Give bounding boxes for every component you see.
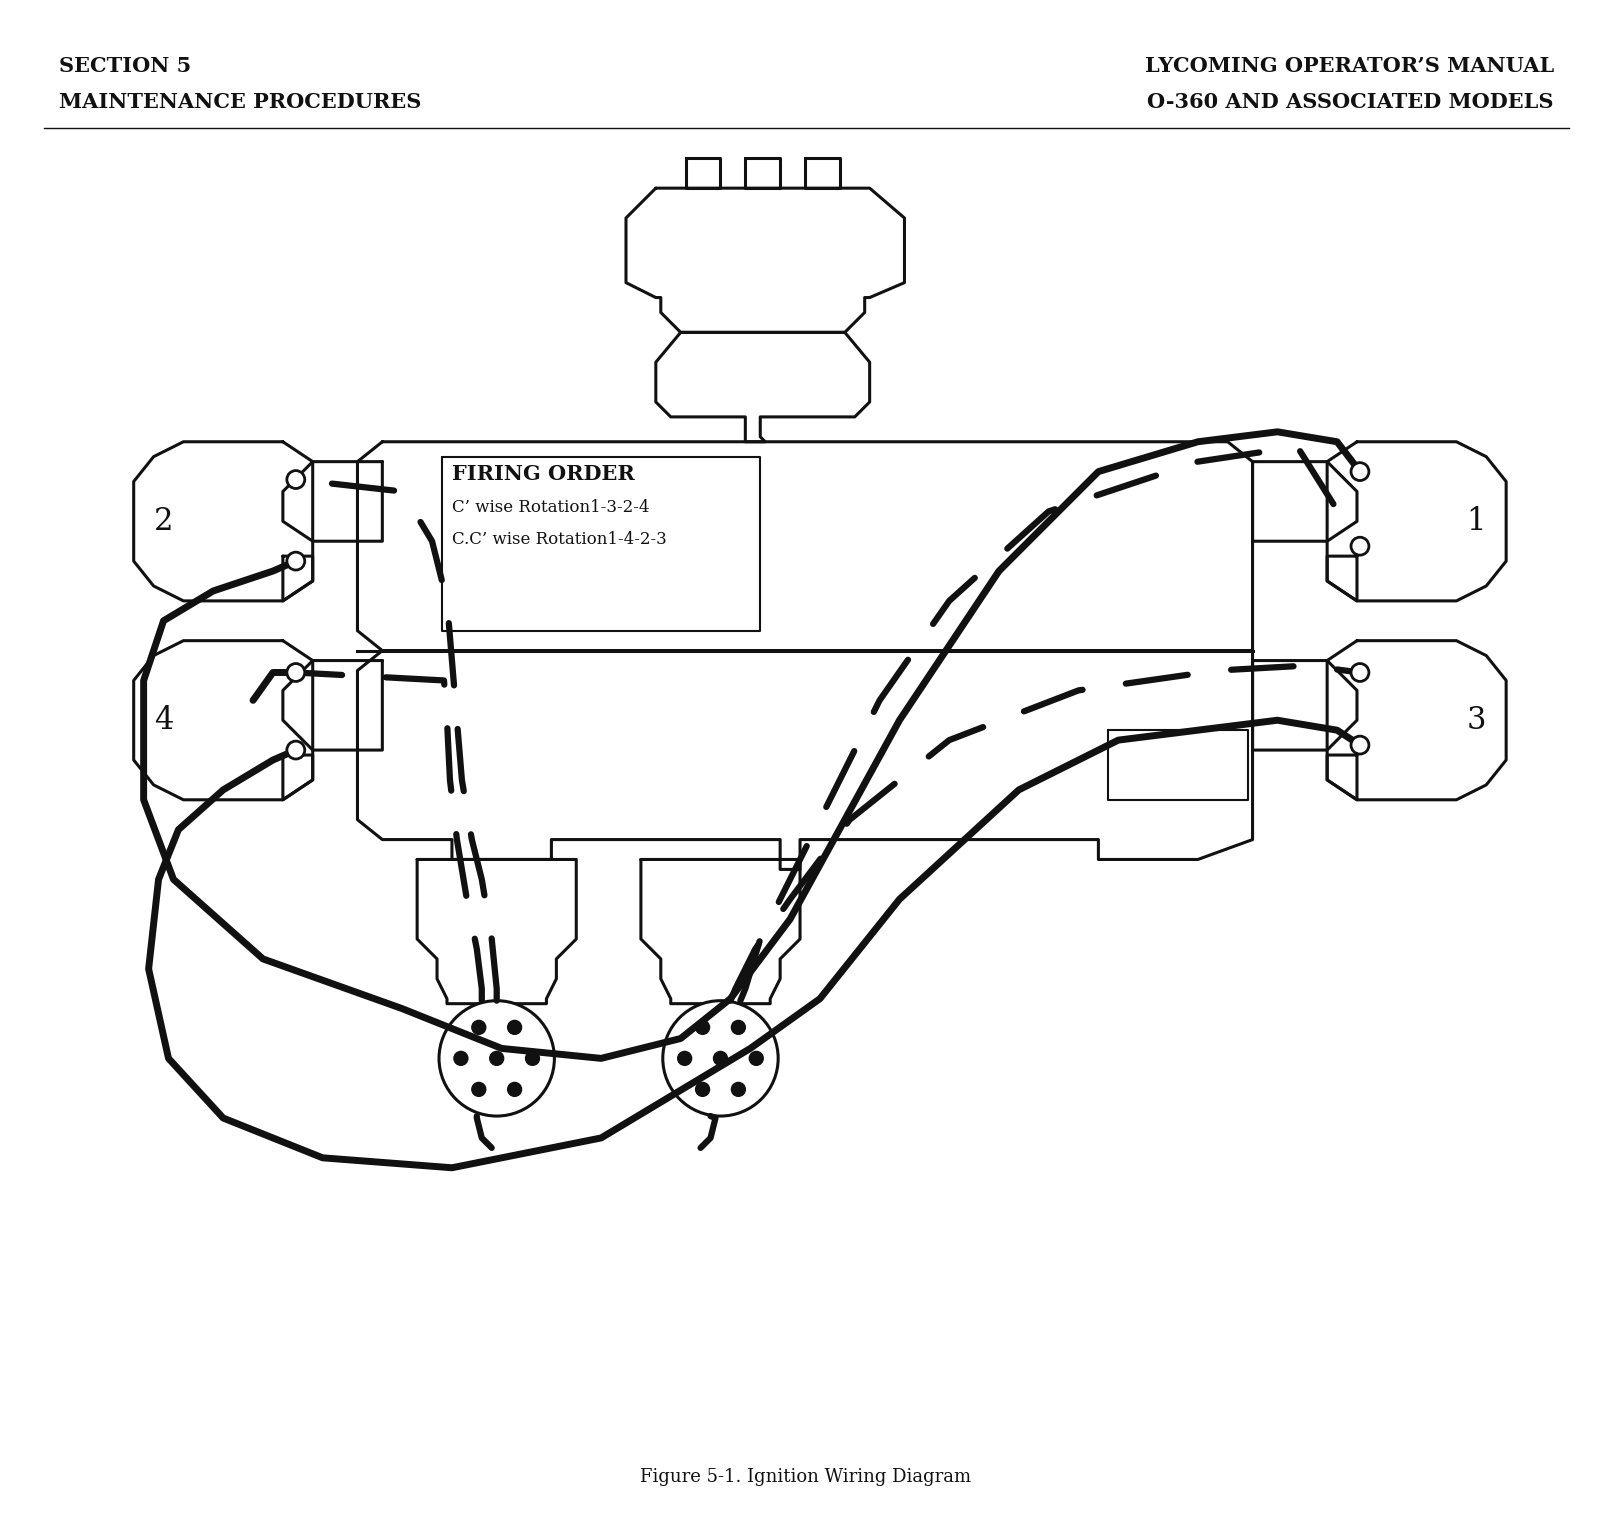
Text: O-360 AND ASSOCIATED MODELS: O-360 AND ASSOCIATED MODELS: [1147, 92, 1553, 111]
Text: 3: 3: [1466, 705, 1486, 735]
Circle shape: [287, 471, 305, 488]
Circle shape: [473, 1020, 486, 1034]
Polygon shape: [282, 755, 313, 799]
Circle shape: [663, 1000, 777, 1116]
Text: MAINTENANCE PROCEDURES: MAINTENANCE PROCEDURES: [60, 92, 421, 111]
Polygon shape: [640, 860, 800, 1003]
Polygon shape: [134, 640, 313, 799]
Text: 4: 4: [153, 705, 173, 735]
Polygon shape: [358, 651, 1253, 869]
Polygon shape: [626, 188, 905, 332]
Circle shape: [287, 552, 305, 570]
Polygon shape: [686, 159, 721, 188]
Polygon shape: [1108, 730, 1247, 799]
Text: LYCOMING OPERATOR’S MANUAL: LYCOMING OPERATOR’S MANUAL: [1145, 56, 1553, 76]
Circle shape: [677, 1051, 692, 1066]
Text: 1: 1: [1466, 506, 1486, 537]
Polygon shape: [358, 442, 1253, 651]
Circle shape: [731, 1020, 745, 1034]
Polygon shape: [745, 159, 781, 188]
Circle shape: [473, 1083, 486, 1096]
Circle shape: [1352, 537, 1369, 555]
Polygon shape: [134, 442, 313, 601]
Text: SECTION 5: SECTION 5: [60, 56, 192, 76]
Circle shape: [287, 663, 305, 682]
Circle shape: [1352, 663, 1369, 682]
Polygon shape: [1327, 442, 1507, 601]
Polygon shape: [442, 456, 760, 631]
Circle shape: [713, 1051, 727, 1066]
Polygon shape: [656, 332, 869, 442]
Polygon shape: [282, 557, 313, 601]
Text: 2: 2: [153, 506, 173, 537]
Circle shape: [526, 1051, 539, 1066]
Polygon shape: [1327, 640, 1507, 799]
Polygon shape: [1327, 755, 1357, 799]
Text: C’ wise Rotation1-3-2-4: C’ wise Rotation1-3-2-4: [452, 500, 650, 517]
Circle shape: [287, 741, 305, 759]
Circle shape: [1352, 462, 1369, 480]
Polygon shape: [805, 159, 840, 188]
Circle shape: [695, 1083, 710, 1096]
Polygon shape: [1253, 462, 1357, 541]
Circle shape: [695, 1020, 710, 1034]
Polygon shape: [282, 462, 382, 541]
Circle shape: [1352, 737, 1369, 753]
Circle shape: [439, 1000, 555, 1116]
Polygon shape: [1327, 557, 1357, 601]
Polygon shape: [418, 860, 576, 1003]
Circle shape: [490, 1051, 503, 1066]
Polygon shape: [1253, 660, 1357, 750]
Circle shape: [750, 1051, 763, 1066]
Text: Figure 5-1. Ignition Wiring Diagram: Figure 5-1. Ignition Wiring Diagram: [640, 1469, 971, 1487]
Circle shape: [453, 1051, 468, 1066]
Text: FIRING ORDER: FIRING ORDER: [452, 464, 634, 483]
Polygon shape: [282, 660, 382, 750]
Text: C.C’ wise Rotation1-4-2-3: C.C’ wise Rotation1-4-2-3: [452, 531, 666, 549]
Circle shape: [731, 1083, 745, 1096]
Circle shape: [508, 1083, 521, 1096]
Circle shape: [508, 1020, 521, 1034]
